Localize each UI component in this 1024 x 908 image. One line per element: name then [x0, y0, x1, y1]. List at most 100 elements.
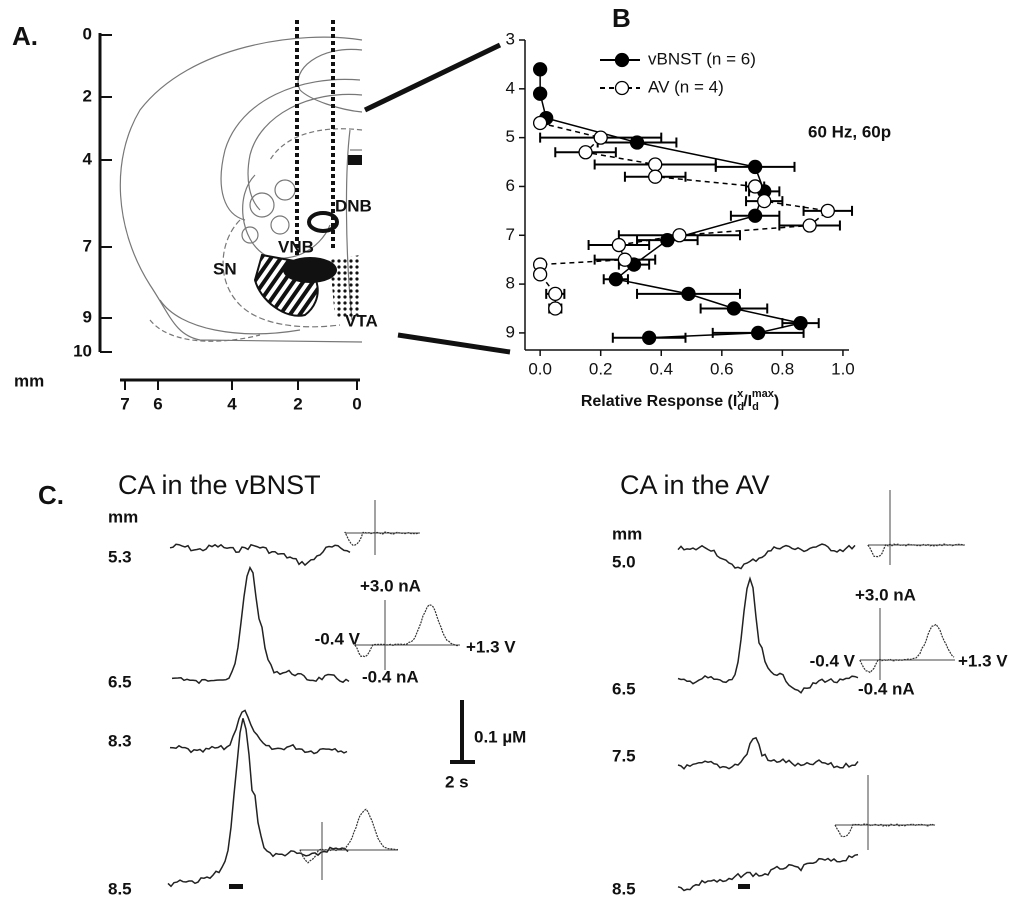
x-tick-label: 0.6	[710, 359, 734, 378]
cv-label: -0.4 V	[315, 629, 361, 648]
brain-section	[98, 20, 511, 382]
data-point	[608, 272, 623, 287]
label-part: d	[737, 401, 744, 413]
legend-label: AV (n = 4)	[648, 77, 724, 96]
lateral-label: 4	[227, 394, 237, 413]
data-point	[548, 286, 563, 302]
data-point	[672, 228, 687, 243]
trace	[171, 565, 350, 685]
data-point	[681, 286, 696, 302]
scale-label: 2 s	[445, 772, 469, 791]
lateral-label: 6	[153, 394, 162, 413]
data-point	[617, 252, 633, 267]
y-tick-label: 6	[506, 176, 515, 195]
data-point	[593, 130, 608, 145]
data-point	[802, 218, 817, 233]
data-point	[648, 157, 663, 172]
region-label: VNB	[278, 237, 314, 256]
legend-marker	[614, 52, 630, 68]
trace-depth: 6.5	[108, 672, 132, 691]
trace	[677, 736, 859, 770]
depth-label: 0	[83, 24, 92, 43]
stimulus-bar	[229, 884, 243, 889]
y-tick-label: 5	[506, 127, 515, 146]
cv-curve	[299, 808, 399, 864]
trace-depth: 7.5	[612, 746, 636, 765]
region-label: SN	[213, 259, 237, 278]
data-point	[578, 145, 593, 160]
cv-curve	[354, 604, 460, 658]
label-part: /I	[743, 393, 752, 410]
data-point	[793, 315, 808, 331]
trace	[169, 543, 351, 567]
trace	[167, 718, 349, 888]
cv-label: +3.0 nA	[855, 585, 916, 604]
x-tick-label: 0.4	[649, 359, 673, 378]
data-point	[747, 179, 763, 194]
y-tick-label: 7	[506, 225, 515, 244]
trace-depth: 5.3	[108, 547, 132, 566]
region-label: DNB	[335, 196, 372, 215]
cv-curve	[344, 531, 420, 546]
trace	[677, 543, 856, 570]
depth-label: 2	[83, 86, 92, 105]
depth-label: 4	[83, 149, 93, 168]
panel-b-chart: 3 4 5 6 7 8 9 0.0 0.2 0.4 0.6 0.8 1.0 vBNST (n = 6) AV…	[506, 29, 855, 378]
data-point	[648, 169, 663, 184]
data-point	[629, 135, 645, 150]
x-tick-label: 0.2	[589, 359, 613, 378]
panel-label: B	[612, 3, 631, 33]
data-point	[548, 301, 563, 316]
x-tick-label: 1.0	[831, 359, 855, 378]
scale-label: 0.1 µM	[474, 727, 526, 746]
cv-label: -0.4 V	[810, 651, 856, 670]
trace	[677, 576, 859, 694]
data-point	[532, 115, 548, 131]
data-point	[532, 267, 548, 282]
annotation: 60 Hz, 60p	[808, 122, 891, 141]
label-part: Relative Response (I	[581, 393, 738, 410]
cv-label: -0.4 nA	[362, 667, 419, 686]
trace-depth: 6.5	[612, 679, 636, 698]
trace-depth: 8.5	[612, 879, 636, 898]
cv-label: +1.3 V	[466, 637, 516, 656]
cv-label: +3.0 nA	[360, 576, 421, 595]
cv-label: -0.4 nA	[858, 679, 915, 698]
cv-curve	[867, 543, 965, 558]
panel-c-traces: 5.3 6.5 8.3 8.5 +3.0 nA -0.4 V +1.3 V -0.4 nA 5.…	[108, 490, 1008, 898]
data-point	[660, 233, 675, 248]
lateral-label: 2	[293, 394, 302, 413]
data-point	[757, 193, 772, 209]
cv-label: +1.3 V	[958, 651, 1008, 670]
trace	[169, 709, 348, 755]
region-label: VTA	[345, 311, 378, 330]
legend-label: vBNST (n = 6)	[648, 49, 756, 68]
data-point	[532, 86, 548, 101]
data-point	[747, 159, 763, 175]
y-tick-label: 4	[506, 78, 515, 97]
panel-label: A.	[12, 21, 38, 51]
panel-label: C.	[38, 480, 64, 510]
trace-depth: 8.3	[108, 731, 132, 750]
trace-depth: 8.5	[108, 879, 132, 898]
y-tick-label: 8	[506, 274, 515, 293]
lateral-label: 7	[120, 394, 129, 413]
axis-unit: mm	[108, 507, 138, 526]
data-point	[747, 208, 763, 223]
label-part: max	[752, 388, 775, 400]
y-tick-label: 9	[506, 322, 515, 341]
label-part: )	[774, 393, 779, 410]
trace-depth: 5.0	[612, 552, 636, 571]
depth-label: 9	[83, 307, 92, 326]
data-point	[611, 237, 627, 253]
cv-curve	[859, 623, 955, 674]
label-part: x	[737, 388, 744, 400]
stimulus-bar	[738, 884, 750, 889]
data-point	[751, 325, 766, 341]
cv-curve	[834, 823, 936, 838]
legend-marker	[614, 80, 630, 96]
depth-label: 10	[73, 341, 92, 360]
data-point	[820, 203, 835, 219]
depth-label: 7	[83, 236, 92, 255]
